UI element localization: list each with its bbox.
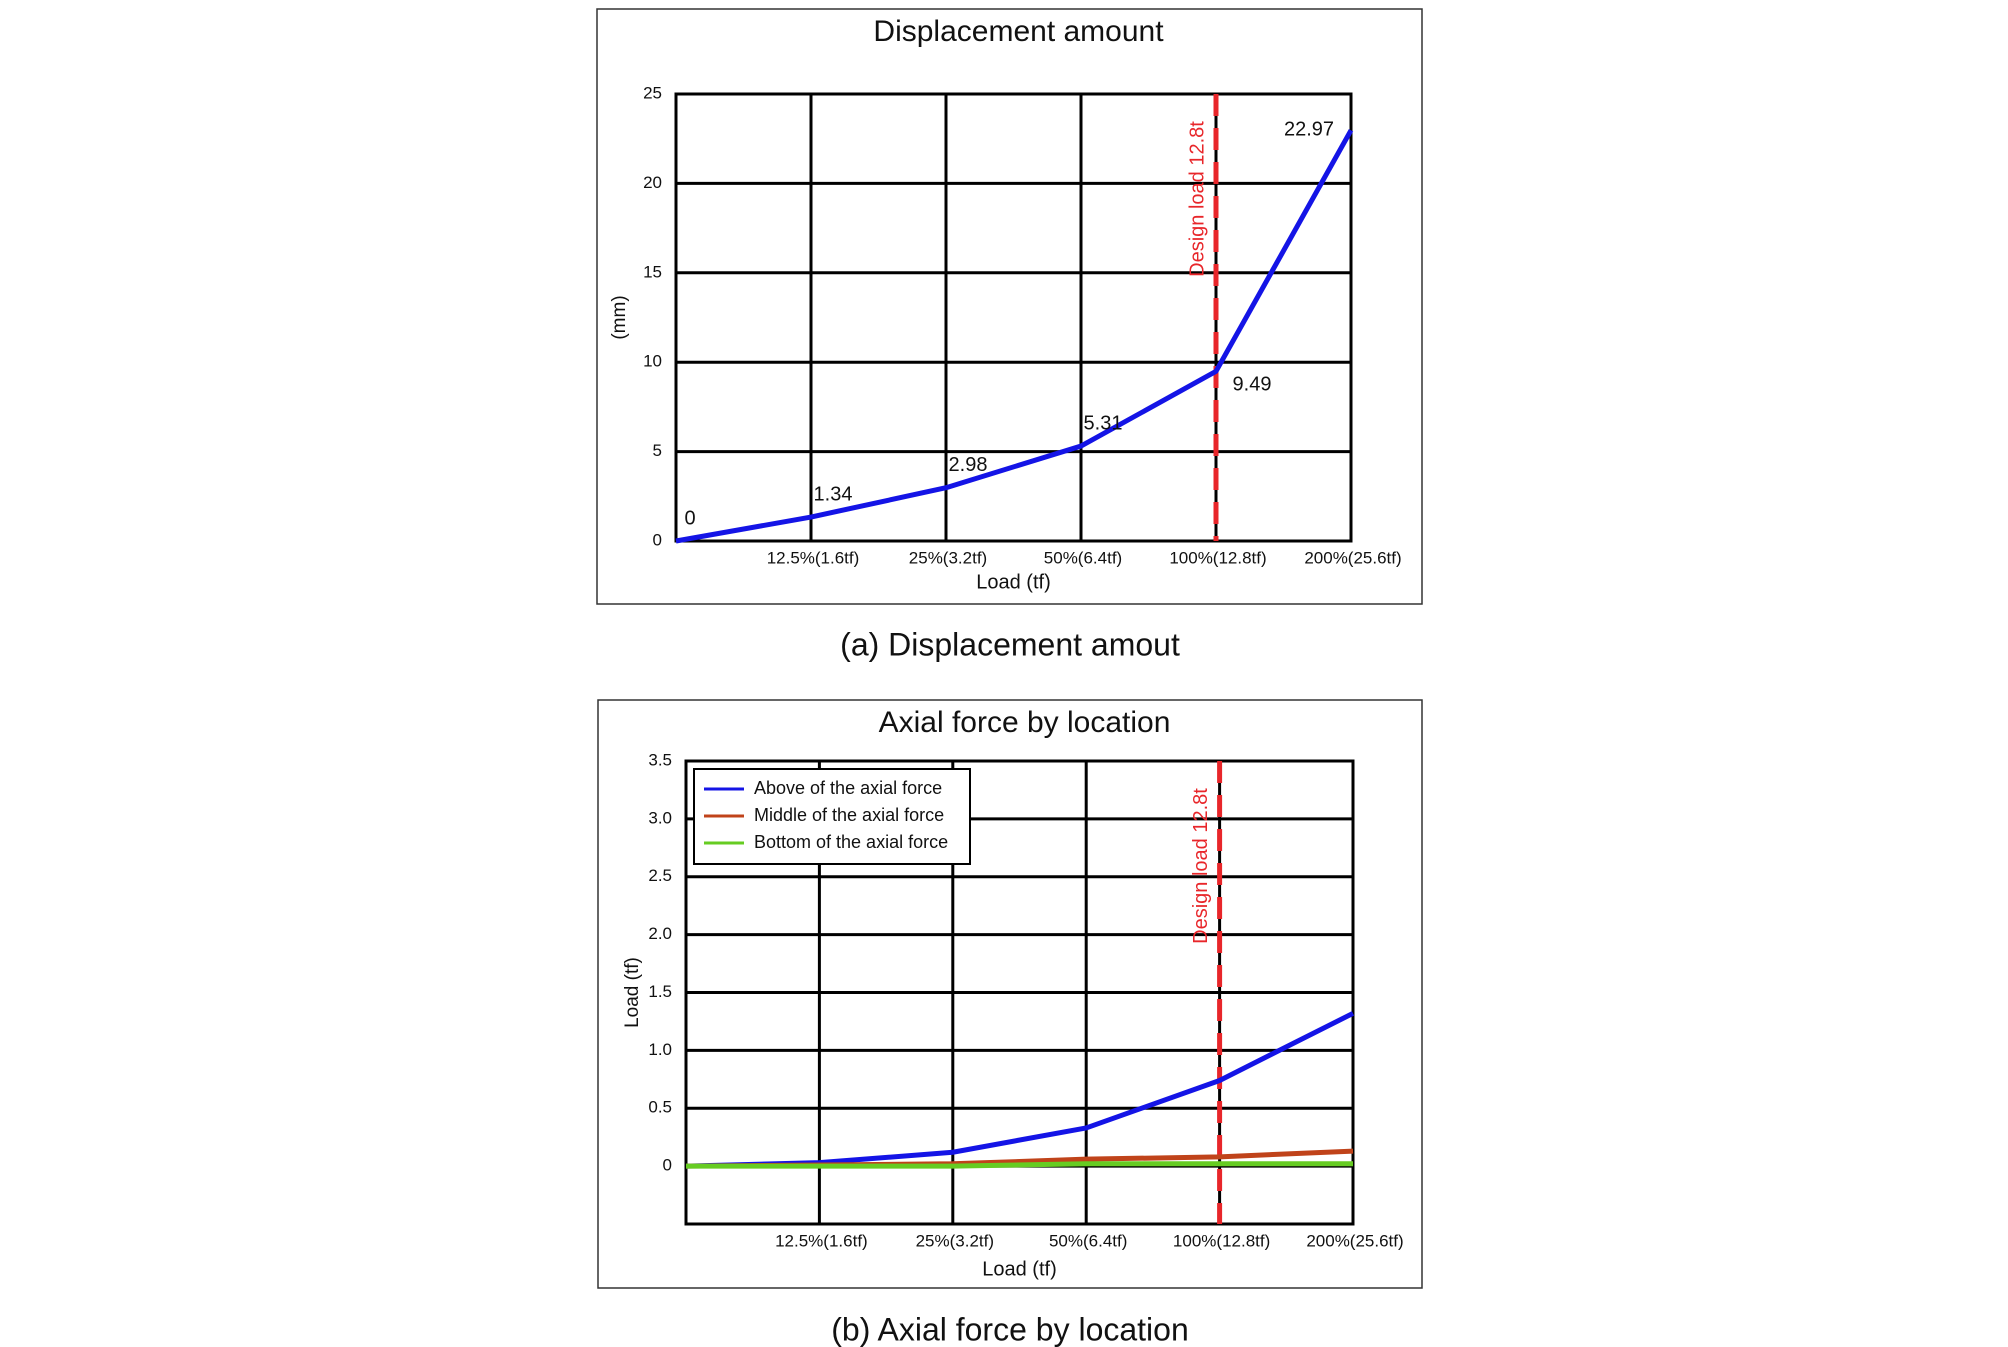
x-tick-label: 200%(25.6tf) <box>1304 548 1401 567</box>
caption: (b) Axial force by location <box>831 1311 1189 1347</box>
y-tick-label: 2.0 <box>648 924 672 943</box>
y-tick-label: 15 <box>643 262 662 281</box>
x-tick-label: 25%(3.2tf) <box>916 1231 994 1250</box>
y-tick-label: 10 <box>643 352 662 371</box>
x-tick-label: 200%(25.6tf) <box>1306 1231 1403 1250</box>
data-label: 22.97 <box>1284 119 1334 141</box>
y-axis-label: (mm) <box>609 295 630 339</box>
x-axis-label: Load (tf) <box>982 1258 1056 1280</box>
y-tick-label: 0 <box>653 530 662 549</box>
y-tick-label: 3.5 <box>648 750 672 769</box>
y-tick-label: 2.5 <box>648 866 672 885</box>
y-tick-label: 0 <box>663 1156 672 1175</box>
x-tick-label: 12.5%(1.6tf) <box>775 1231 868 1250</box>
data-line <box>686 1161 1353 1169</box>
data-label: 5.31 <box>1084 412 1123 434</box>
y-tick-label: 5 <box>653 441 662 460</box>
reference-label: Design load 12.8t <box>1186 121 1208 277</box>
x-axis-label: Load (tf) <box>976 571 1050 593</box>
y-tick-label: 0.5 <box>648 1098 672 1117</box>
x-tick-label: 12.5%(1.6tf) <box>767 548 860 567</box>
x-tick-label: 100%(12.8tf) <box>1169 548 1266 567</box>
chart-frame <box>596 8 1423 605</box>
y-tick-label: 1.0 <box>648 1040 672 1059</box>
y-tick-label: 25 <box>643 83 662 102</box>
data-line <box>675 129 1354 544</box>
plot-border <box>674 92 1353 543</box>
chart-title: Displacement amount <box>873 15 1164 48</box>
y-axis-label: Load (tf) <box>622 957 643 1028</box>
plot-border <box>684 759 1355 1226</box>
legend-label: Above of the axial force <box>754 778 942 798</box>
y-tick-label: 20 <box>643 173 662 192</box>
data-label: 0 <box>684 507 695 529</box>
data-label: 9.49 <box>1233 374 1272 396</box>
legend-label: Middle of the axial force <box>754 805 944 825</box>
y-tick-label: 3.0 <box>648 808 672 827</box>
y-tick-label: 1.5 <box>648 982 672 1001</box>
x-tick-label: 50%(6.4tf) <box>1049 1231 1127 1250</box>
legend-label: Bottom of the axial force <box>754 832 948 852</box>
x-tick-label: 100%(12.8tf) <box>1173 1231 1270 1250</box>
data-line <box>685 1011 1355 1169</box>
caption: (a) Displacement amout <box>840 626 1180 662</box>
x-tick-label: 50%(6.4tf) <box>1044 548 1122 567</box>
chart-frame <box>597 699 1423 1289</box>
data-label: 2.98 <box>949 454 988 476</box>
data-label: 1.34 <box>814 483 853 505</box>
x-tick-label: 25%(3.2tf) <box>909 548 987 567</box>
reference-label: Design load 12.8t <box>1190 788 1212 944</box>
chart-title: Axial force by location <box>879 706 1171 739</box>
